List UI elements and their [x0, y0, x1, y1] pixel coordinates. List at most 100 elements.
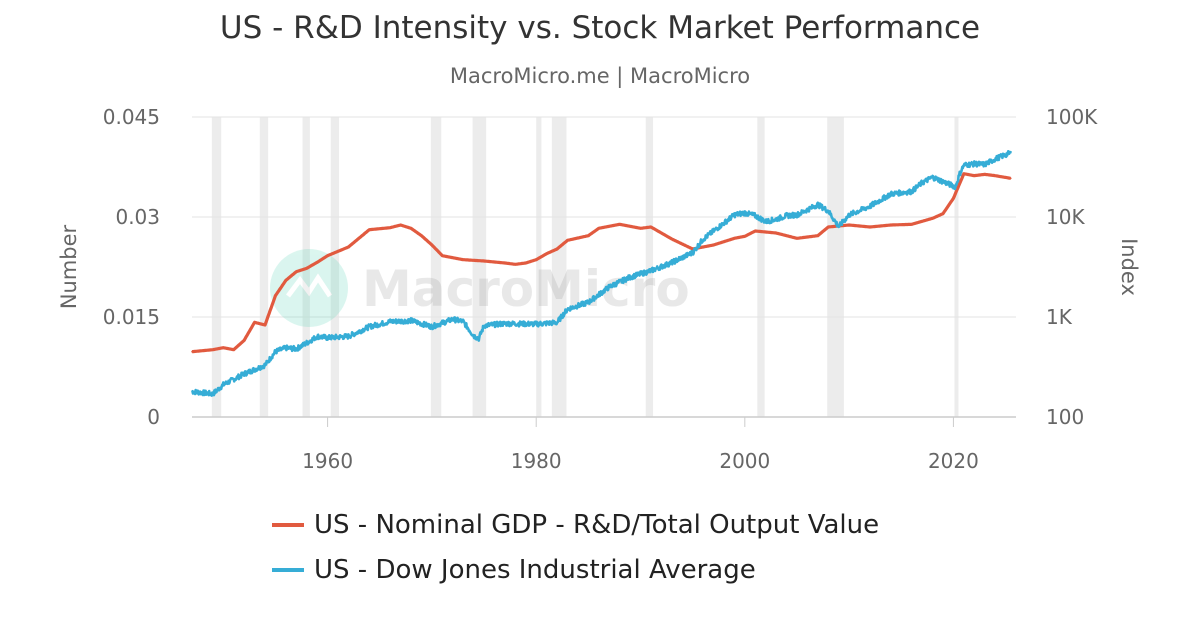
- data-point-rd: [910, 223, 913, 226]
- data-point-rd: [556, 248, 558, 250]
- x-tick-label: 2000: [719, 449, 770, 473]
- x-tick-label: 1960: [302, 449, 353, 473]
- data-point-rd: [796, 237, 798, 240]
- data-point-dow: [983, 163, 986, 166]
- x-tick-label: 2020: [928, 449, 979, 473]
- data-point-dow: [478, 337, 480, 340]
- data-point-rd: [483, 260, 485, 262]
- data-point-dow: [410, 319, 412, 322]
- data-point-dow: [973, 163, 976, 165]
- watermark: MacroMicro: [270, 249, 690, 327]
- data-point-dow: [650, 270, 652, 272]
- series-lines: [191, 150, 1012, 397]
- recession-band: [551, 117, 567, 417]
- data-point-rd: [389, 226, 392, 229]
- data-point-dow: [954, 186, 957, 188]
- data-point-dow: [931, 176, 934, 178]
- data-point-rd: [274, 294, 277, 297]
- data-point-rd: [535, 258, 537, 261]
- data-point-dow: [775, 218, 777, 220]
- data-point-rd: [587, 234, 590, 237]
- y-left-tick-label: 0: [147, 405, 160, 429]
- data-point-rd: [399, 224, 402, 226]
- data-point-rd: [347, 246, 350, 248]
- data-point-rd: [942, 212, 944, 215]
- data-point-dow: [295, 348, 298, 350]
- data-point-dow: [285, 347, 287, 349]
- data-point-dow: [556, 321, 558, 324]
- data-point-dow: [431, 325, 433, 328]
- recession-band: [330, 117, 340, 417]
- data-point-dow: [629, 276, 631, 279]
- data-point-dow: [764, 220, 767, 223]
- data-point-dow: [274, 350, 277, 353]
- recession-band: [430, 117, 442, 417]
- recession-band: [645, 117, 654, 417]
- data-point-dow: [702, 238, 704, 240]
- axes: 1960 1980 2000 2020 0 0.015 0.03 0.045 100 1K 10K 1…: [103, 105, 1098, 473]
- data-point-dow: [222, 384, 225, 386]
- recession-band: [259, 117, 269, 417]
- data-point-dow: [785, 214, 788, 217]
- recession-band: [211, 117, 222, 417]
- data-point-rd: [326, 254, 329, 257]
- data-point-rd: [514, 263, 517, 266]
- data-point-rd: [733, 237, 736, 240]
- data-point-dow: [483, 324, 485, 327]
- data-point-rd: [754, 230, 756, 232]
- legend-item-rd[interactable]: US - Nominal GDP - R&D/Total Output Valu…: [272, 510, 879, 540]
- data-point-rd: [232, 348, 235, 351]
- data-point-rd: [525, 262, 527, 264]
- recession-band: [954, 117, 959, 417]
- data-point-dow: [837, 225, 840, 228]
- series-line-rd: [191, 172, 1012, 354]
- data-point-dow: [671, 261, 673, 264]
- data-point-dow: [744, 212, 746, 214]
- data-point-dow: [994, 158, 996, 160]
- x-tick-label: 1980: [511, 449, 562, 473]
- data-point-rd: [420, 234, 423, 237]
- data-point-dow: [910, 190, 913, 193]
- data-point-dow: [326, 337, 329, 339]
- data-point-rd: [983, 173, 986, 176]
- legend-swatch-dow: [272, 568, 304, 572]
- data-point-rd: [212, 348, 214, 351]
- data-point-rd: [504, 262, 506, 264]
- data-point-rd: [639, 227, 642, 230]
- data-point-rd: [848, 224, 850, 226]
- data-point-rd: [931, 217, 934, 220]
- watermark-logo-icon: [270, 249, 348, 327]
- data-point-rd: [671, 238, 673, 240]
- chart-subtitle: MacroMicro.me | MacroMicro: [449, 64, 751, 88]
- data-point-rd: [431, 244, 433, 246]
- data-point-dow: [796, 214, 798, 216]
- data-point-dow: [1010, 151, 1012, 154]
- legend-item-dow[interactable]: US - Dow Jones Industrial Average: [272, 555, 756, 585]
- data-point-rd: [744, 235, 746, 238]
- data-point-dow: [723, 222, 725, 224]
- data-point-rd: [952, 197, 955, 200]
- y-left-axis-label: Number: [57, 224, 81, 309]
- data-point-dow: [389, 320, 392, 323]
- data-point-dow: [754, 214, 756, 217]
- data-point-rd: [650, 226, 652, 228]
- legend-label-rd: US - Nominal GDP - R&D/Total Output Valu…: [314, 510, 880, 540]
- data-point-rd: [598, 227, 600, 230]
- data-point-rd: [712, 244, 715, 246]
- data-point-rd: [566, 239, 569, 242]
- data-point-dow: [316, 335, 319, 338]
- data-point-rd: [462, 258, 465, 261]
- chart-title: US - R&D Intensity vs. Stock Market Perf…: [219, 10, 981, 46]
- data-point-rd: [191, 350, 193, 353]
- y-right-tick-label: 100K: [1046, 105, 1098, 129]
- data-point-dow: [535, 323, 537, 325]
- data-point-dow: [869, 205, 871, 208]
- data-point-rd: [963, 172, 965, 175]
- y-right-tick-label: 1K: [1046, 305, 1073, 329]
- data-point-rd: [295, 270, 298, 273]
- data-point-dow: [264, 364, 266, 366]
- data-point-rd: [545, 252, 548, 255]
- data-point-rd: [890, 224, 892, 226]
- data-point-dow: [504, 322, 506, 325]
